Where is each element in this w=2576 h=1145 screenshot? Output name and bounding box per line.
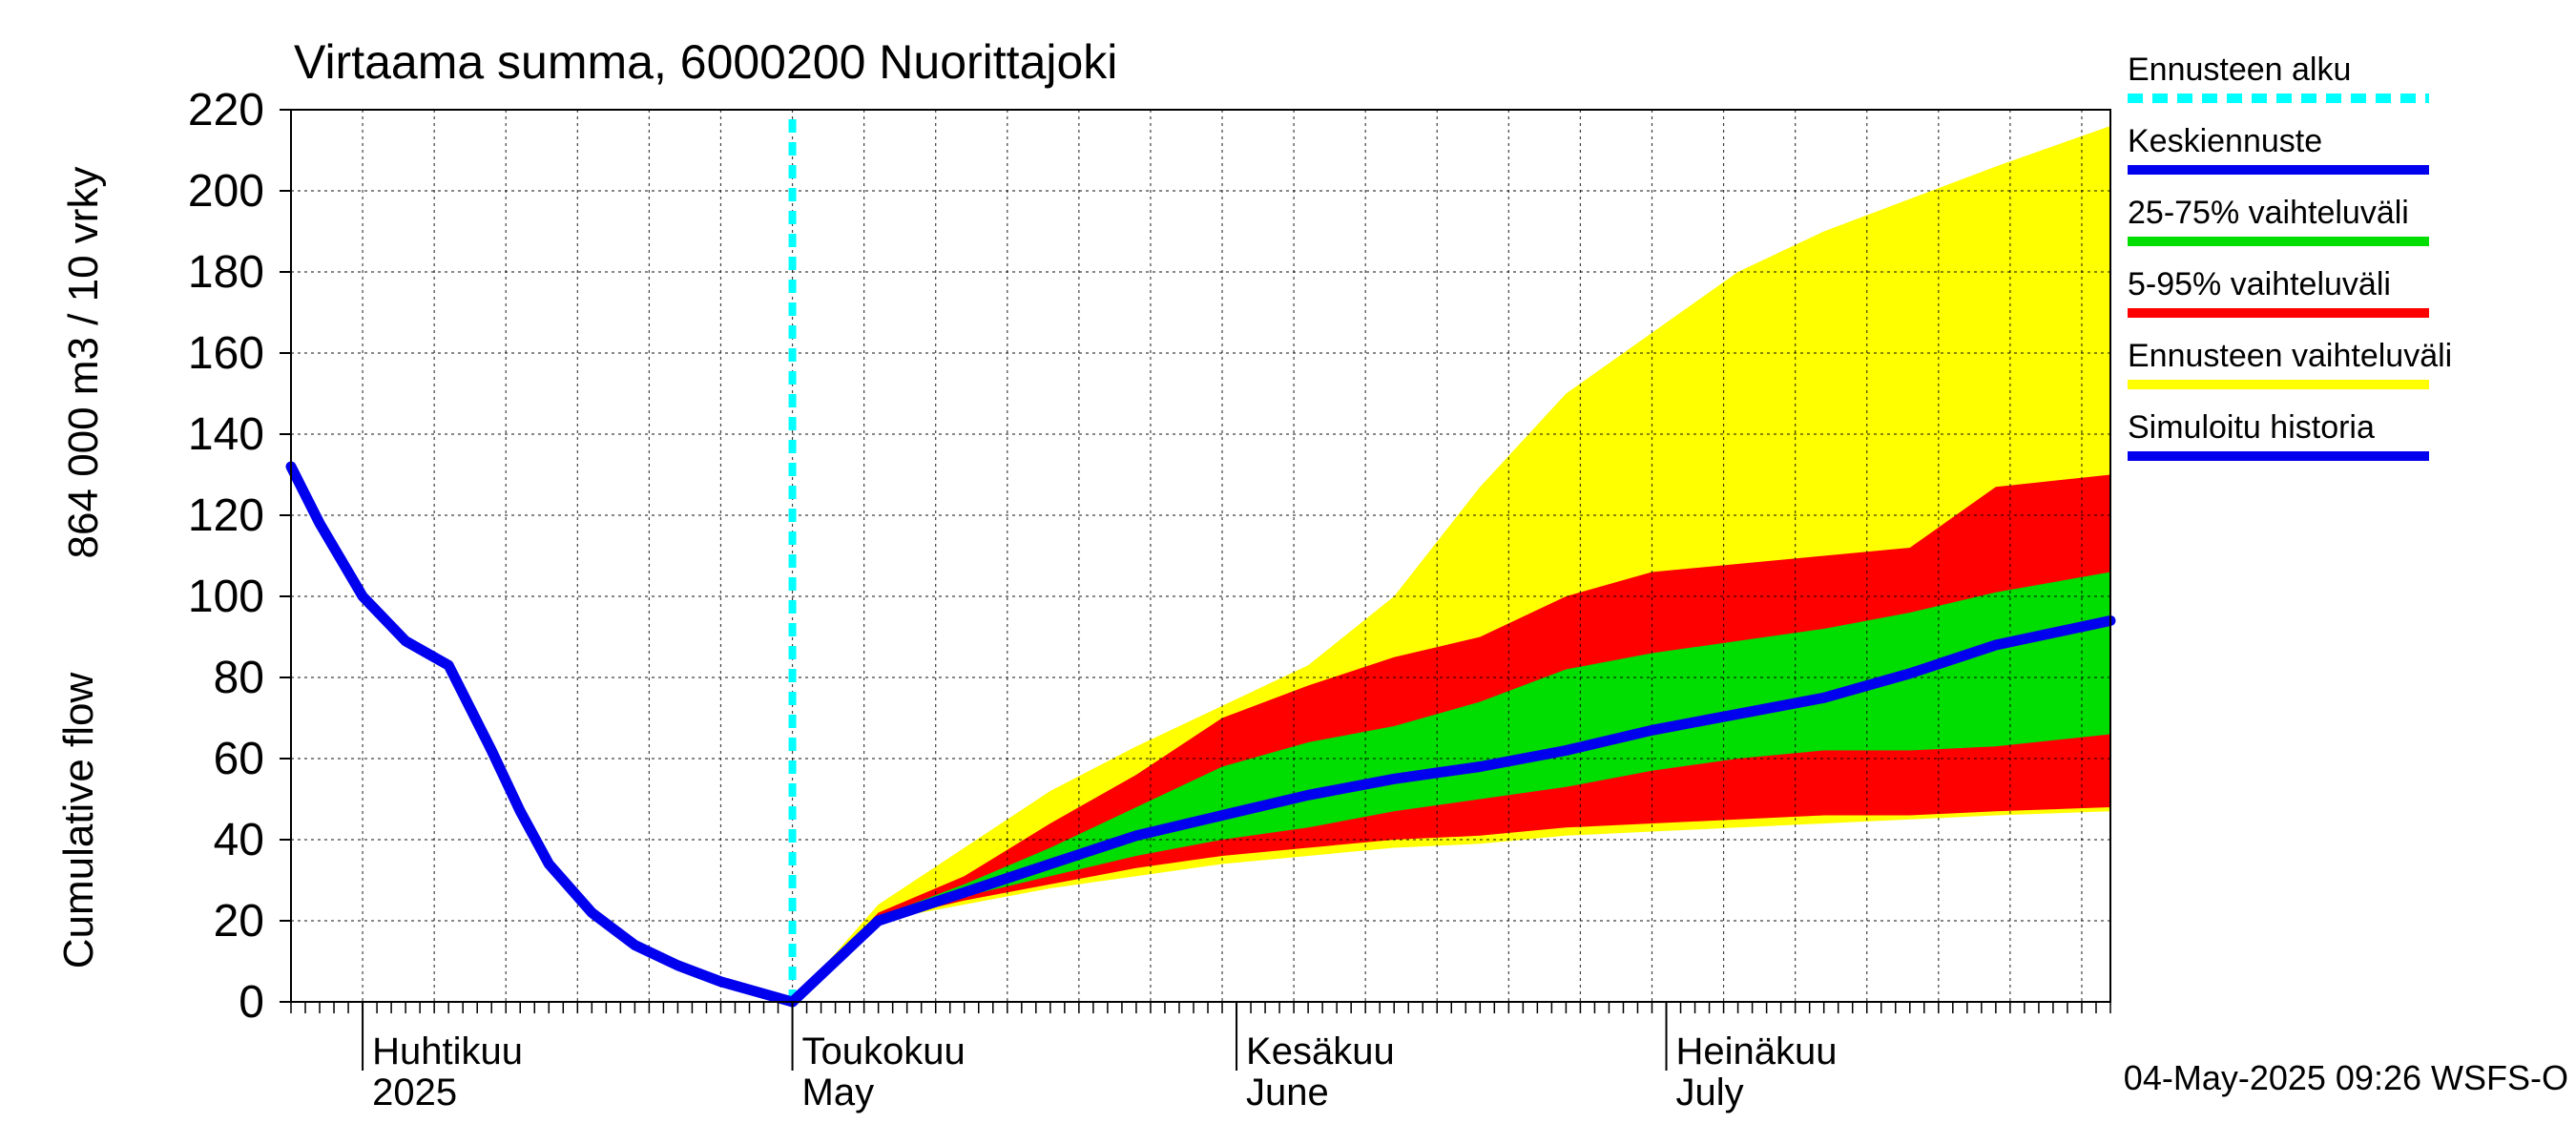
legend-label: Ennusteen vaihteluväli: [2128, 338, 2452, 374]
y-axis-label-unit: 864 000 m3 / 10 vrky: [60, 167, 107, 559]
p25-p75-band: [792, 572, 2110, 1002]
month-label-en: June: [1246, 1072, 1329, 1114]
y-tick-label: 60: [214, 734, 264, 784]
month-label-en: 2025: [372, 1072, 457, 1114]
timestamp-footer: 04-May-2025 09:26 WSFS-O: [2124, 1058, 2568, 1097]
month-label-en: May: [802, 1072, 875, 1114]
month-label-en: July: [1676, 1072, 1744, 1114]
legend-label: 25-75% vaihteluväli: [2128, 195, 2409, 231]
chart-title: Virtaama summa, 6000200 Nuorittajoki: [294, 35, 1117, 89]
legend-label: Simuloitu historia: [2128, 409, 2375, 446]
y-tick-label: 160: [188, 328, 264, 379]
median-forecast-line: [787, 615, 2116, 1008]
y-tick-label: 180: [188, 247, 264, 298]
y-tick-label: 220: [188, 85, 264, 135]
y-tick-label: 40: [214, 815, 264, 865]
plot-frame: [290, 109, 2111, 1003]
y-tick-label: 80: [214, 653, 264, 703]
y-tick-label: 20: [214, 896, 264, 947]
y-tick-label: 120: [188, 490, 264, 541]
y-axis-label-quantity: Cumulative flow: [55, 673, 102, 969]
month-label-fi: Toukokuu: [802, 1030, 966, 1072]
month-label-fi: Heinäkuu: [1676, 1030, 1838, 1072]
legend-label: Ennusteen alku: [2128, 52, 2351, 88]
y-tick-label: 200: [188, 166, 264, 217]
legend-label: Keskiennuste: [2128, 123, 2322, 159]
month-label-fi: Huhtikuu: [372, 1030, 523, 1072]
y-tick-label: 100: [188, 572, 264, 622]
month-label-fi: Kesäkuu: [1246, 1030, 1395, 1072]
y-tick-label: 140: [188, 409, 264, 460]
simulated-history-line: [285, 461, 799, 1008]
legend-label: 5-95% vaihteluväli: [2128, 266, 2391, 302]
y-tick-label: 0: [239, 977, 264, 1028]
